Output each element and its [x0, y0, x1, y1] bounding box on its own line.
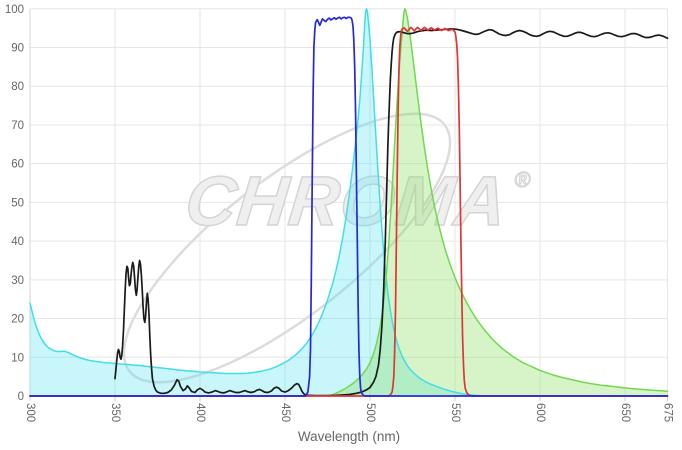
y-tick-label: 20: [11, 314, 24, 326]
y-tick-label: 10: [11, 352, 24, 364]
x-tick-label: 300: [24, 403, 36, 422]
x-tick-label: 450: [279, 403, 291, 422]
x-tick-label: 500: [364, 403, 376, 422]
y-tick-label: 70: [11, 120, 24, 132]
x-axis-labels: 300 350 400 450 500 550 600 650 675: [24, 403, 674, 422]
x-tick-label: 600: [534, 403, 546, 422]
y-tick-label: 0: [18, 391, 24, 403]
x-tick-label: 400: [194, 403, 206, 422]
y-axis-labels: 0 10 20 30 40 50 60 70 80 90 100: [5, 4, 24, 403]
x-tick-label: 350: [109, 403, 121, 422]
x-tick-label: 550: [449, 403, 461, 422]
x-tick-label: 650: [619, 403, 631, 422]
y-tick-label: 100: [5, 4, 24, 16]
x-tick-label: 675: [662, 403, 674, 422]
y-tick-label: 60: [11, 159, 24, 171]
y-tick-label: 80: [11, 81, 24, 93]
emission-filter-curve[interactable]: [29, 26, 669, 397]
y-tick-label: 30: [11, 275, 24, 287]
y-tick-label: 50: [11, 197, 24, 209]
y-tick-label: 40: [11, 236, 24, 248]
y-tick-label: 90: [11, 43, 24, 55]
x-axis-title: Wavelength (nm): [298, 429, 400, 444]
